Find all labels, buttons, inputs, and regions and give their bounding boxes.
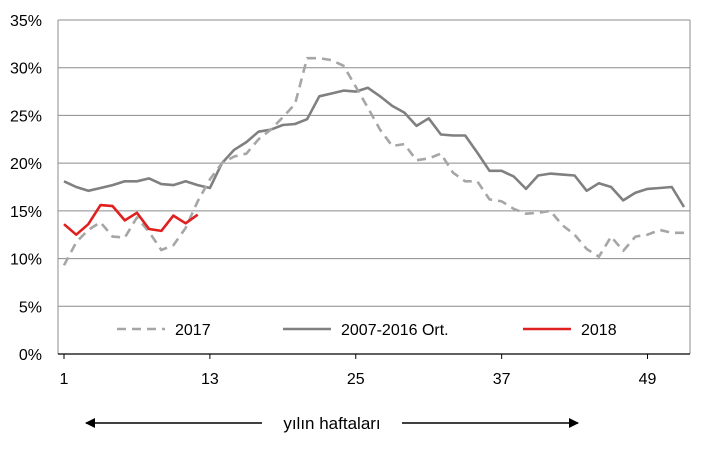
legend-label-1: 2007-2016 Ort. [341, 322, 449, 339]
series-line-1 [63, 86, 686, 208]
y-tick-label: 5% [19, 299, 42, 316]
legend-label-2: 2018 [581, 322, 617, 339]
y-tick-label: 0% [19, 347, 42, 364]
y-tick-label: 25% [10, 108, 42, 125]
weeks-annotation: yılın haftaları [85, 414, 579, 433]
grid-lines [57, 19, 691, 355]
y-tick-label: 30% [10, 61, 42, 78]
y-tick-label: 20% [10, 156, 42, 173]
y-axis-ticks: 0% 5% 10% 15% 20% 25% 30% 35% [10, 13, 42, 364]
x-tick-label: 49 [639, 371, 657, 388]
series-line-2 [63, 203, 199, 236]
annotation-label: yılın haftaları [283, 414, 380, 433]
legend: 2017 2007-2016 Ort. 2018 [117, 322, 617, 339]
x-tick-label: 1 [60, 371, 69, 388]
x-tick-label: 13 [201, 371, 219, 388]
y-tick-label: 10% [10, 252, 42, 269]
x-tick-label: 25 [347, 371, 365, 388]
series-lines [62, 56, 686, 266]
legend-label-0: 2017 [175, 322, 211, 339]
y-tick-label: 15% [10, 204, 42, 221]
x-axis-ticks: 1 13 25 37 49 [60, 354, 657, 388]
y-tick-label: 35% [10, 13, 42, 30]
series-line-0 [62, 56, 684, 266]
x-tick-label: 37 [493, 371, 511, 388]
